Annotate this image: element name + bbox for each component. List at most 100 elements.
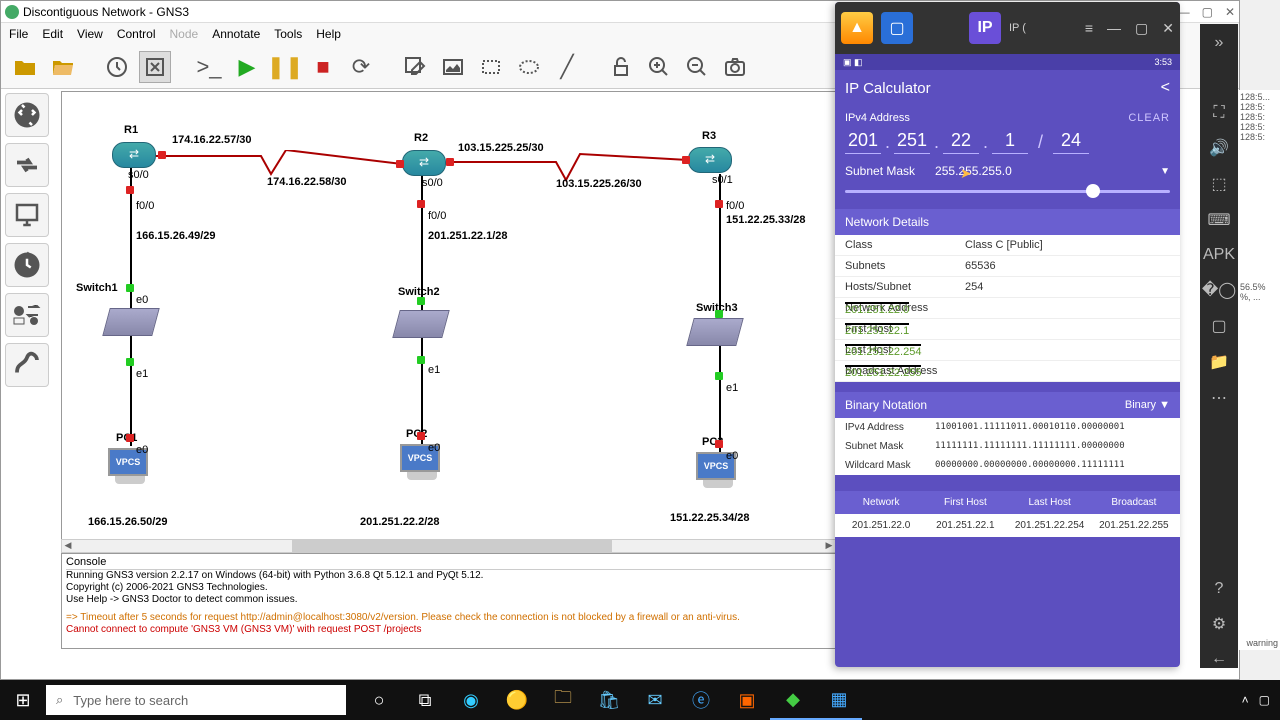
minimize-icon[interactable]: — [1107, 20, 1121, 37]
app-tab-1[interactable]: ▲ [841, 12, 873, 44]
stop-icon[interactable]: ■ [307, 51, 339, 83]
security-devices-icon[interactable] [5, 243, 49, 287]
clock-icon[interactable] [101, 51, 133, 83]
open-folder-icon[interactable] [47, 51, 79, 83]
console-icon[interactable]: >_ [193, 51, 225, 83]
fullscreen-icon[interactable]: ⛶ [1213, 104, 1224, 122]
binary-selector[interactable]: Binary ▼ [1125, 399, 1170, 411]
ie-icon[interactable]: ⓔ [678, 680, 724, 720]
menu-file[interactable]: File [9, 27, 28, 41]
ellipse-icon[interactable] [513, 51, 545, 83]
help-icon[interactable]: ? [1215, 580, 1224, 598]
octet-1[interactable]: 201 [845, 130, 881, 154]
folder-icon[interactable]: 📁 [1209, 352, 1229, 372]
snapshot-icon[interactable] [139, 51, 171, 83]
screenshot-icon[interactable] [719, 51, 751, 83]
back-icon[interactable]: ← [1211, 650, 1227, 668]
maximize-icon[interactable]: ▢ [1135, 20, 1148, 37]
routers-icon[interactable] [5, 93, 49, 137]
octet-3[interactable]: 22 [943, 130, 979, 154]
zoom-in-icon[interactable] [643, 51, 675, 83]
close-button[interactable]: ✕ [1225, 5, 1235, 19]
router-r1[interactable] [112, 142, 156, 168]
status-time: 3:53 [1154, 57, 1172, 67]
menu-edit[interactable]: Edit [42, 27, 63, 41]
cidr-slider[interactable] [835, 182, 1180, 209]
router-r3[interactable] [688, 147, 732, 173]
gns3-icon[interactable]: ◆ [770, 680, 816, 720]
clear-button[interactable]: CLEAR [1128, 112, 1170, 124]
menu-icon[interactable]: ≡ [1085, 20, 1093, 37]
tray-notifications[interactable]: ▢ [1259, 693, 1270, 707]
apk-icon[interactable]: APK [1203, 246, 1235, 264]
sw1-label: Switch1 [76, 282, 118, 294]
lock-icon[interactable] [605, 51, 637, 83]
mail-icon[interactable]: ✉ [632, 680, 678, 720]
tray-chevron[interactable]: ˄ [1242, 693, 1249, 707]
app-tab-active[interactable]: IP [969, 12, 1001, 44]
tab-label: IP ( [1009, 22, 1026, 34]
edge-icon[interactable]: ◉ [448, 680, 494, 720]
subnet-mask-row[interactable]: Subnet Mask 255.255.255.0 ▼ [835, 160, 1180, 182]
switches-icon[interactable] [5, 143, 49, 187]
more-icon[interactable]: ⋯ [1211, 388, 1227, 408]
taskview-icon[interactable]: ⧉ [402, 680, 448, 720]
volume-icon[interactable]: 🔊 [1209, 138, 1229, 158]
capture-icon[interactable]: �◯ [1202, 280, 1236, 300]
router-r2[interactable] [402, 150, 446, 176]
app-tab-2[interactable]: ▢ [881, 12, 913, 44]
explorer-icon[interactable]: 🗀 [540, 680, 586, 720]
binary-key: Wildcard Mask [845, 460, 935, 471]
summary-col: Network [839, 497, 923, 508]
zoom-out-icon[interactable] [681, 51, 713, 83]
settings-icon[interactable]: ⚙ [1212, 614, 1226, 634]
note-icon[interactable] [399, 51, 431, 83]
line-icon[interactable]: ╱ [551, 51, 583, 83]
image-icon[interactable] [437, 51, 469, 83]
all-devices-icon[interactable] [5, 293, 49, 337]
switch-1[interactable] [102, 308, 160, 336]
slider-thumb[interactable] [1086, 184, 1100, 198]
end-devices-icon[interactable] [5, 193, 49, 237]
search-placeholder: Type here to search [73, 693, 188, 708]
menu-view[interactable]: View [77, 27, 103, 41]
chrome-icon[interactable]: 🟡 [494, 680, 540, 720]
console-line: Use Help -> GNS3 Doctor to detect common… [66, 594, 831, 606]
keyboard-icon[interactable]: ⌨ [1207, 210, 1230, 230]
r3-f00: f0/0 [726, 200, 744, 212]
share-icon[interactable]: < [1161, 79, 1170, 97]
cidr-input[interactable]: 24 [1053, 130, 1089, 154]
pause-icon[interactable]: ❚❚ [269, 51, 301, 83]
collapse-icon[interactable]: » [1215, 34, 1224, 52]
select-icon[interactable]: ⬚ [1211, 174, 1226, 194]
close-icon[interactable]: ✕ [1162, 20, 1174, 37]
r2-f00: f0/0 [428, 210, 446, 222]
android-statusbar: ▣ ◧ 3:53 [835, 54, 1180, 70]
detail-value: 201.251.22.1 [845, 323, 909, 337]
rectangle-icon[interactable] [475, 51, 507, 83]
octet-2[interactable]: 251 [894, 130, 930, 154]
store-icon[interactable]: 🛍 [586, 680, 632, 720]
record-icon[interactable]: ▢ [1211, 316, 1226, 336]
octet-4[interactable]: 1 [992, 130, 1028, 154]
switch-3[interactable] [686, 318, 744, 346]
switch-2[interactable] [392, 310, 450, 338]
play-icon[interactable]: ▶ [231, 51, 263, 83]
start-button[interactable]: ⊞ [0, 680, 46, 720]
office-icon[interactable]: ▣ [724, 680, 770, 720]
link-icon[interactable] [5, 343, 49, 387]
maximize-button[interactable]: ▢ [1202, 5, 1213, 19]
open-project-icon[interactable] [9, 51, 41, 83]
menu-control[interactable]: Control [117, 27, 156, 41]
dropdown-icon[interactable]: ▼ [1160, 166, 1170, 177]
horizontal-scrollbar[interactable]: ◀ ▶ [61, 539, 836, 553]
cortana-icon[interactable]: ○ [356, 680, 402, 720]
port-dot [126, 434, 134, 442]
menu-annotate[interactable]: Annotate [212, 27, 260, 41]
menu-tools[interactable]: Tools [274, 27, 302, 41]
emulator-task-icon[interactable]: ▦ [816, 680, 862, 720]
search-box[interactable]: ⌕ Type here to search [46, 685, 346, 715]
reload-icon[interactable]: ⟳ [345, 51, 377, 83]
menu-help[interactable]: Help [316, 27, 341, 41]
topology-canvas[interactable]: R1 s0/0 R2 s0/0 R3 s0/1 174.16.22.57/30 … [61, 91, 836, 551]
